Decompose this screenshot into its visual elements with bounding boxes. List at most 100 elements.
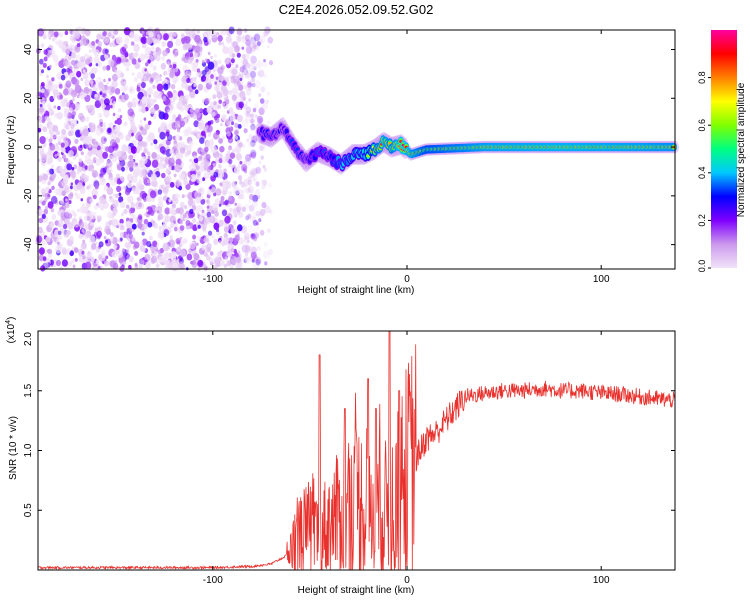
heatmap-cell (57, 105, 61, 111)
heatmap-frame (37, 29, 676, 270)
heatmap-cell (89, 124, 96, 133)
heatmap-cell (253, 237, 257, 242)
heatmap-cell (45, 136, 49, 141)
heatmap-cell (218, 74, 222, 79)
heatmap-cell (191, 259, 196, 266)
heatmap-cell (245, 53, 250, 60)
heatmap-cell (84, 53, 89, 60)
heatmap-cell (193, 252, 200, 261)
snr-multiplier-base: (x10 (6, 323, 17, 343)
heatmap-cell (207, 189, 213, 196)
heatmap-cell (255, 258, 261, 266)
heatmap-cell (156, 38, 161, 44)
heatmap-cell (58, 141, 61, 146)
heatmap-cell (229, 207, 233, 213)
heatmap-cell (190, 174, 197, 182)
y-tick-label: 1.0 (23, 443, 34, 457)
heatmap-cell (196, 176, 203, 184)
snr-background (38, 331, 675, 570)
heatmap-cell (65, 230, 71, 237)
heatmap-cell (200, 198, 206, 205)
heatmap-cell (116, 36, 123, 45)
heatmap-cell (199, 188, 203, 193)
heatmap-cell (81, 250, 85, 255)
heatmap-cell (138, 107, 142, 112)
heatmap-cell (126, 145, 132, 153)
heatmap-cell (52, 54, 59, 63)
heatmap-cell (45, 205, 49, 210)
heatmap-cell (140, 81, 146, 89)
heatmap-cell (267, 248, 273, 256)
heatmap-cell (186, 31, 191, 37)
heatmap-cell (106, 186, 114, 196)
heatmap-cell (199, 137, 205, 145)
heatmap-cell (99, 173, 103, 177)
heatmap-cell (70, 182, 74, 186)
heatmap-cell (186, 115, 190, 120)
heatmap-cell (170, 36, 174, 42)
heatmap-cell (150, 173, 157, 182)
heatmap-cell (244, 105, 250, 112)
heatmap-cell (254, 44, 259, 50)
heatmap-cell (179, 120, 185, 128)
heatmap-cell (111, 54, 117, 61)
heatmap-cell (248, 198, 252, 204)
heatmap-cell (102, 31, 107, 37)
heatmap-cell (85, 144, 89, 149)
heatmap-cell (146, 240, 152, 248)
heatmap-cell (43, 56, 48, 62)
heatmap-cell (153, 250, 158, 256)
heatmap-cell (167, 109, 170, 113)
heatmap-cell (139, 99, 146, 108)
heatmap-cell (131, 214, 136, 220)
heatmap-cell (187, 44, 193, 51)
y-tick-label: 1.5 (23, 383, 34, 397)
heatmap-cell (135, 132, 142, 141)
heatmap-cell (173, 173, 177, 178)
y-tick-label: -20 (23, 188, 34, 203)
heatmap-cell (227, 150, 231, 154)
heatmap-cell (236, 114, 243, 123)
heatmap-cell (228, 191, 233, 197)
colorbar-tick-label: 0.2 (697, 214, 707, 227)
heatmap-cell (84, 28, 91, 37)
heatmap-cell (231, 121, 235, 126)
heatmap-cell (206, 74, 210, 79)
heatmap-cell (245, 157, 252, 166)
heatmap-cell (194, 34, 201, 43)
y-tick-label: 40 (23, 44, 34, 56)
heatmap-cell (244, 252, 249, 257)
heatmap-cell (263, 167, 267, 172)
heatmap-cell (69, 235, 74, 241)
heatmap-cell (114, 124, 121, 132)
heatmap-cell (46, 74, 49, 79)
heatmap-cell (220, 30, 224, 34)
x-tick-label: 100 (593, 575, 610, 586)
heatmap-cell (160, 233, 165, 238)
heatmap-cell (64, 30, 69, 36)
heatmap-cell (243, 166, 248, 171)
heatmap-cell (90, 73, 95, 79)
heatmap-cell (38, 217, 44, 224)
heatmap-cell (126, 173, 134, 182)
heatmap-cell (44, 89, 50, 96)
heatmap-cell (193, 120, 199, 128)
heatmap-cell (249, 153, 253, 158)
heatmap-cell (154, 74, 161, 82)
y-tick-label: 2.0 (23, 332, 34, 346)
heatmap-cell (211, 203, 218, 212)
heatmap-cell (153, 65, 157, 69)
heatmap-cell (180, 141, 185, 148)
heatmap-cell (269, 209, 273, 214)
heatmap-cell (55, 40, 59, 46)
heatmap-cell (218, 99, 222, 104)
heatmap-cell (137, 214, 143, 220)
heatmap-cell (210, 55, 213, 60)
heatmap-cell (218, 219, 224, 227)
heatmap-cell (60, 169, 66, 176)
heatmap-cell (86, 186, 90, 190)
heatmap-cell (218, 203, 222, 207)
heatmap-cell (143, 148, 148, 154)
heatmap-cell (263, 241, 268, 247)
heatmap-cell (95, 260, 100, 265)
